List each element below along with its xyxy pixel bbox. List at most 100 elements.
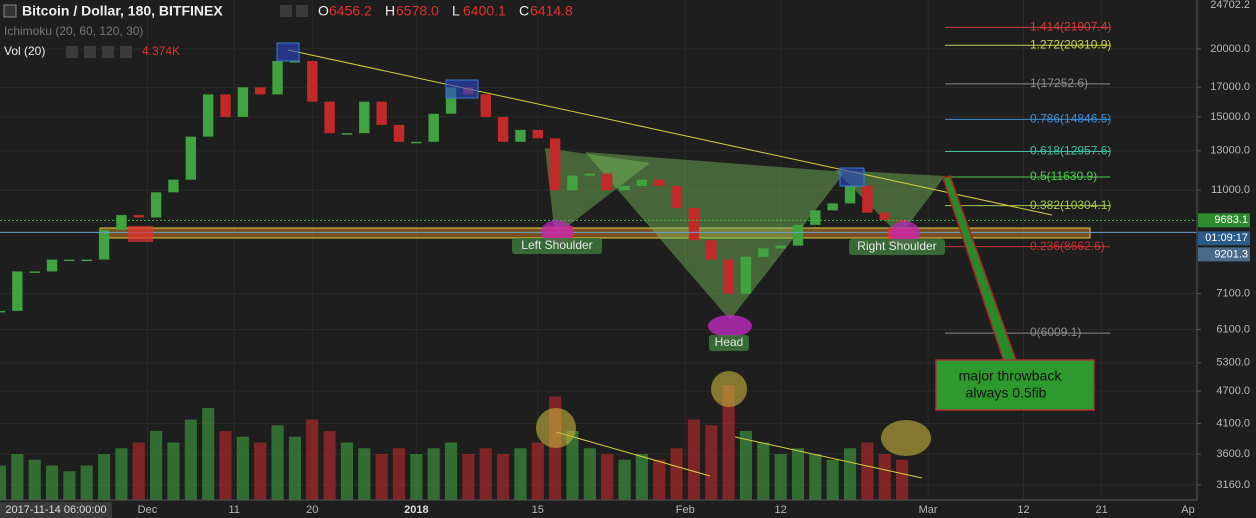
volume-bar: [479, 448, 492, 500]
grid: [0, 0, 1198, 500]
fib-label: 0(6009.1): [1030, 325, 1081, 339]
price-tag-label: 9201.3: [1214, 248, 1248, 260]
icon: [66, 46, 78, 58]
volume-bar: [340, 442, 354, 500]
indicator: Ichimoku (20, 60, 120, 30): [4, 24, 143, 38]
candle-body: [289, 61, 301, 63]
candle-body: [879, 212, 890, 220]
countdown-tag: [1198, 231, 1250, 246]
fib-label: 0.5(11630.9): [1030, 169, 1097, 183]
cursor-label: 2017-11-14 06:00:00: [5, 504, 106, 516]
candle-body: [12, 271, 23, 311]
y-tick-label: 3600.0: [1216, 448, 1250, 460]
candle-body: [220, 94, 231, 117]
marker-box: [839, 167, 865, 187]
candle-body: [740, 256, 752, 294]
pattern-label: Head: [715, 335, 744, 349]
candles: [0, 61, 908, 313]
legend-header: Bitcoin / Dollar, 180, BITFINEX Ichimoku…: [3, 3, 573, 58]
x-tick-label: 21: [1095, 504, 1107, 516]
label-box: [512, 238, 602, 254]
volume-bar: [410, 454, 423, 500]
ohlc-key: C: [519, 3, 529, 19]
volume-bar: [843, 448, 857, 500]
volume-bar: [601, 454, 614, 500]
fib-label: 1(17252.6): [1030, 76, 1088, 90]
candle-body: [98, 229, 110, 260]
candle-body: [341, 133, 353, 135]
volume-bar: [878, 454, 891, 500]
candle-body: [324, 101, 335, 134]
y-tick-label: 13000.0: [1210, 145, 1250, 157]
candle-body: [393, 124, 405, 142]
ohlc-key: O: [318, 3, 329, 19]
candle-body: [706, 240, 717, 260]
y-tick-label: 24702.2: [1210, 0, 1250, 11]
volume-bar: [323, 431, 336, 500]
volume-bar: [791, 448, 805, 500]
volume-bar: [670, 448, 683, 500]
candle-body: [862, 185, 873, 213]
candle-body: [567, 175, 578, 191]
pattern-label: Left Shoulder: [521, 238, 592, 252]
candle-body: [636, 179, 648, 186]
volume-bar: [254, 442, 267, 500]
candle-body: [584, 173, 596, 176]
price-tag: [1198, 247, 1250, 262]
candle-body: [758, 248, 769, 257]
volume-bar: [288, 436, 301, 500]
trend-line: [555, 431, 711, 477]
fib-retracement: 1.414(21907.4) 1.272(20310.9) 1(17252.6) 0.…: [0, 20, 1197, 339]
x-tick-label: Dec: [138, 504, 158, 516]
candle-body: [480, 94, 491, 117]
volume-bar: [514, 448, 527, 500]
volume-bar: [80, 465, 93, 500]
candle-body: [359, 101, 370, 134]
candle-body: [723, 259, 734, 294]
fib-label: 0.618(12957.6): [1030, 144, 1111, 158]
ohlc-value: 6578.0: [396, 3, 439, 19]
marker-box: [128, 226, 153, 242]
candle-body: [150, 192, 162, 218]
volume-bar: [202, 408, 215, 500]
head-triangle: [585, 152, 845, 320]
volume-bar: [427, 448, 440, 500]
volume-bar: [98, 454, 111, 500]
x-tick-label: Mar: [919, 504, 938, 516]
x-tick-label: 15: [532, 504, 544, 516]
candle-body: [810, 210, 821, 225]
support-zone: [99, 227, 1091, 239]
volume-bar: [392, 448, 406, 500]
candle-body: [844, 185, 856, 204]
volume-bar: [635, 454, 648, 500]
volume-bar: [566, 431, 579, 500]
candle-body: [307, 61, 318, 102]
x-tick-label: 11: [228, 504, 239, 516]
volume-bar: [444, 442, 458, 500]
marker-box: [445, 79, 479, 99]
candle-body: [497, 116, 509, 142]
x-tick-label: Ap: [1181, 504, 1194, 516]
volume-bar: [497, 454, 510, 500]
x-tick-label: 12: [1017, 504, 1029, 516]
candle-body: [428, 113, 439, 142]
y-tick-label: 7100.0: [1216, 288, 1250, 300]
icon: [102, 46, 114, 58]
icon: [84, 46, 96, 58]
volume-bar: [826, 459, 839, 500]
fib-label: 0.786(14846.5): [1030, 112, 1111, 126]
candle-body: [532, 129, 543, 139]
candle-body: [0, 310, 6, 313]
y-tick-label: 3160.0: [1216, 479, 1250, 491]
callout-box: [935, 359, 1095, 411]
candle-body: [688, 208, 700, 241]
candle-body: [896, 219, 908, 223]
label-box: [849, 239, 945, 255]
y-tick-label: 11000.0: [1211, 184, 1250, 196]
volume-value: 4.374K: [142, 44, 180, 58]
volume-bar: [722, 385, 735, 500]
volume-bar: [757, 442, 770, 500]
volume-bar: [219, 431, 232, 500]
